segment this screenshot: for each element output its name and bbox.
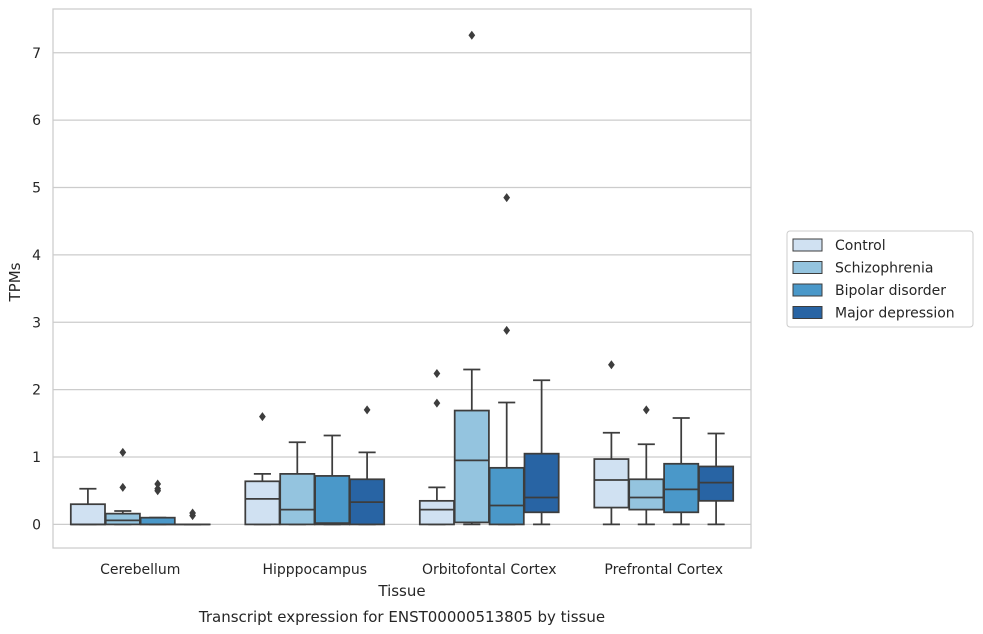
plot-frame [52, 8, 752, 549]
outlier-point [433, 368, 441, 378]
legend: Control Schizophrenia Bipolar disorder Majo… [786, 230, 974, 328]
x-axis-label: Tissue [377, 582, 425, 600]
y-axis-label: TPMs [6, 262, 24, 302]
box-control [244, 412, 281, 526]
box-bipolar-disorder [139, 479, 176, 526]
outlier-point [119, 447, 127, 457]
y-tick-label: 0 [32, 517, 41, 533]
box-control [593, 360, 630, 526]
box-body [69, 503, 106, 526]
legend-swatch [792, 238, 823, 252]
y-tick-labels: 0 1 2 3 4 5 6 7 [32, 46, 41, 534]
grid-lines [53, 52, 751, 526]
box-schizophrenia [279, 441, 316, 526]
outlier-point [259, 412, 266, 422]
box-schizophrenia [628, 405, 665, 526]
legend-label: Bipolar disorder [835, 283, 946, 299]
outlier-point [433, 398, 441, 408]
x-tick-label: Hipppocampus [262, 562, 367, 578]
box-body [104, 512, 141, 526]
box-major-depression [698, 432, 735, 526]
box-body [628, 478, 665, 511]
box-bipolar-disorder [314, 434, 351, 526]
x-tick-label: Prefrontal Cortex [604, 562, 723, 578]
box-body [663, 462, 700, 514]
y-tick-label: 5 [32, 181, 41, 197]
box-body [418, 499, 455, 526]
outlier-point [363, 405, 371, 415]
box-body [279, 473, 316, 526]
box-bipolar-disorder [488, 193, 525, 526]
legend-frame [786, 230, 974, 328]
outlier-point [154, 479, 162, 489]
box-body [523, 452, 560, 514]
box-body [698, 465, 735, 502]
y-tick-label: 1 [32, 450, 41, 466]
outlier-point [189, 508, 196, 518]
box-schizophrenia [453, 30, 490, 526]
y-tick-label: 2 [32, 383, 41, 399]
box-plot-series [69, 30, 735, 526]
box-schizophrenia [104, 447, 141, 526]
outlier-point [154, 484, 162, 494]
box-bipolar-disorder [663, 417, 700, 526]
legend-swatch [792, 283, 823, 297]
chart-caption: Transcript expression for ENST0000051380… [198, 608, 605, 626]
x-tick-label: Cerebellum [100, 562, 180, 578]
x-tick-label: Orbitofontal Cortex [422, 562, 557, 578]
y-tick-label: 4 [32, 248, 41, 264]
box-body [139, 516, 176, 526]
legend-label: Major depression [835, 306, 955, 322]
box-major-depression [349, 405, 386, 526]
outlier-point [468, 30, 476, 40]
box-major-depression [174, 508, 211, 526]
box-control [418, 368, 455, 526]
box-body [593, 458, 630, 509]
y-tick-label: 3 [32, 315, 41, 331]
box-body [453, 409, 490, 524]
box-body [314, 475, 351, 526]
outlier-point [119, 482, 127, 492]
box-body [488, 466, 525, 526]
box-body [244, 480, 281, 526]
outlier-point [642, 405, 650, 415]
x-tick-labels: Cerebellum Hipppocampus Orbitofontal Corte… [100, 562, 723, 578]
legend-label: Control [835, 238, 886, 254]
outlier-point [608, 360, 615, 370]
legend-swatch [792, 261, 823, 274]
y-tick-label: 7 [32, 46, 41, 62]
outlier-point [503, 193, 511, 203]
box-control [69, 487, 106, 526]
outlier-point [503, 325, 511, 335]
y-tick-label: 6 [32, 113, 41, 129]
legend-label: Schizophrenia [835, 261, 933, 277]
legend-swatch [792, 306, 823, 319]
box-major-depression [523, 379, 560, 526]
